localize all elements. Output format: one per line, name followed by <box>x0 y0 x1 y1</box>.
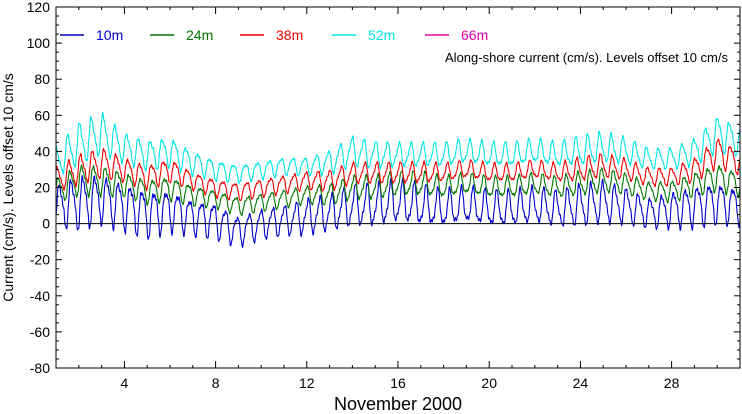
x-tick-label: 12 <box>299 375 315 391</box>
legend: 10m 24m 38m 52m 66m <box>60 27 488 43</box>
y-tick-label: 40 <box>34 143 50 159</box>
chart-annotation: Along-shore current (cm/s). Levels offse… <box>445 50 728 65</box>
y-tick-label: 20 <box>34 180 50 196</box>
y-tick-label: 60 <box>34 107 50 123</box>
y-axis-title: Current (cm/s). Levels offset 10 cm/s <box>0 73 16 301</box>
legend-label-38m: 38m <box>276 27 303 43</box>
x-tick-label: 28 <box>664 375 680 391</box>
y-tick-label: 120 <box>27 0 51 15</box>
x-axis-title: November 2000 <box>334 394 462 414</box>
x-tick-label: 24 <box>573 375 589 391</box>
y-tick-label: -60 <box>30 324 50 340</box>
series-line-10m <box>56 175 740 248</box>
series-line-38m <box>56 138 740 201</box>
y-tick-label: -20 <box>30 252 50 268</box>
x-axis: 4 8 12 16 20 24 28 <box>55 7 741 391</box>
y-tick-label: -80 <box>30 360 50 376</box>
x-tick-label: 8 <box>212 375 220 391</box>
y-tick-label: 80 <box>34 71 50 87</box>
y-tick-label: -40 <box>30 288 50 304</box>
series-line-24m <box>56 164 740 217</box>
legend-label-52m: 52m <box>368 27 395 43</box>
y-tick-label: 100 <box>27 35 51 51</box>
y-tick-label: 0 <box>42 216 50 232</box>
x-tick-label: 16 <box>390 375 406 391</box>
legend-label-10m: 10m <box>96 27 123 43</box>
x-tick-label: 4 <box>121 375 129 391</box>
y-axis: -80 -60 -40 -20 0 20 40 60 80 100 120 <box>27 0 740 376</box>
legend-label-66m: 66m <box>461 27 488 43</box>
x-tick-label: 20 <box>481 375 497 391</box>
series-line-52m <box>56 111 740 184</box>
legend-label-24m: 24m <box>186 27 213 43</box>
series-layer <box>56 111 740 248</box>
